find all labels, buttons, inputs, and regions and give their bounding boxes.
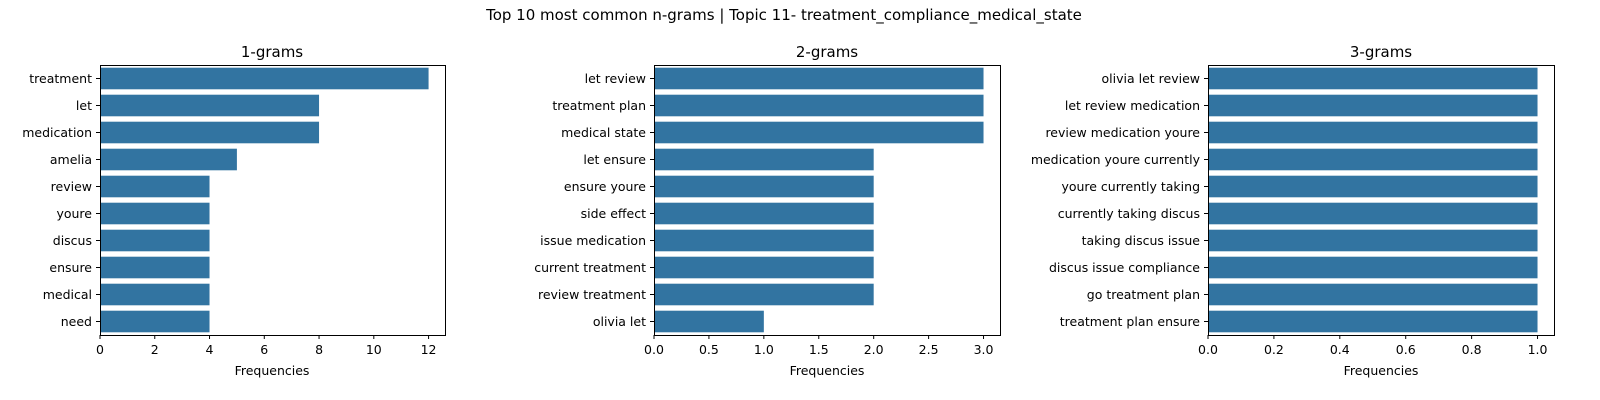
bar bbox=[100, 148, 237, 171]
x-tick-label: 0.8 bbox=[1462, 342, 1482, 357]
bar bbox=[654, 67, 984, 90]
x-tick-label: 1.0 bbox=[1528, 342, 1548, 357]
bar bbox=[654, 175, 874, 198]
y-tick-label: olivia let bbox=[593, 314, 646, 329]
x-tick-label: 0.5 bbox=[699, 342, 719, 357]
bar bbox=[654, 283, 874, 306]
bar bbox=[100, 283, 210, 306]
bars-group: olivia let review let review medication re… bbox=[1031, 67, 1548, 357]
bar bbox=[100, 202, 210, 225]
x-tick-label: 10 bbox=[366, 342, 382, 357]
y-tick-label: ensure youre bbox=[564, 179, 646, 194]
bar bbox=[654, 229, 874, 252]
y-tick-label: taking discus issue bbox=[1082, 233, 1201, 248]
figure-title: Top 10 most common n-grams | Topic 11- t… bbox=[485, 6, 1082, 25]
x-tick-label: 2.5 bbox=[919, 342, 939, 357]
y-tick-label: ensure bbox=[49, 260, 92, 275]
x-tick-label: 1.5 bbox=[809, 342, 829, 357]
bars-group: treatment let medication amelia review youre d… bbox=[22, 67, 437, 357]
bar bbox=[1208, 175, 1538, 198]
bar bbox=[100, 121, 320, 144]
bar bbox=[1208, 283, 1538, 306]
y-tick-label: youre currently taking bbox=[1061, 179, 1200, 194]
y-tick-label: treatment bbox=[29, 71, 92, 86]
y-tick-label: treatment plan bbox=[552, 98, 646, 113]
bar bbox=[1208, 256, 1538, 279]
bar bbox=[654, 121, 984, 144]
y-tick-label: review medication youre bbox=[1045, 125, 1200, 140]
y-tick-label: treatment plan ensure bbox=[1060, 314, 1201, 329]
y-tick-label: let bbox=[76, 98, 92, 113]
x-tick-label: 8 bbox=[315, 342, 323, 357]
chart-title: 2-grams bbox=[796, 43, 858, 61]
x-tick-label: 0.6 bbox=[1396, 342, 1416, 357]
x-tick-label: 6 bbox=[260, 342, 268, 357]
x-axis-label: Frequencies bbox=[790, 363, 865, 378]
x-tick-label: 4 bbox=[206, 342, 214, 357]
axes-frame bbox=[654, 65, 1001, 336]
y-tick-label: let ensure bbox=[583, 152, 646, 167]
x-tick-label: 2 bbox=[151, 342, 159, 357]
bar bbox=[654, 148, 874, 171]
bar bbox=[1208, 148, 1538, 171]
x-tick-label: 1.0 bbox=[754, 342, 774, 357]
bar bbox=[1208, 67, 1538, 90]
chart-1grams: 1-grams treatment let medication amelia revi… bbox=[22, 43, 446, 378]
chart-3grams: 3-grams olivia let review let review medi… bbox=[1031, 43, 1555, 378]
axes-frame bbox=[100, 65, 446, 336]
y-tick-label: medical bbox=[43, 287, 92, 302]
y-tick-label: discus bbox=[53, 233, 92, 248]
y-tick-label: youre bbox=[56, 206, 92, 221]
x-tick-label: 0.4 bbox=[1330, 342, 1350, 357]
y-tick-label: review bbox=[51, 179, 92, 194]
x-tick-label: 3.0 bbox=[974, 342, 994, 357]
x-tick-label: 0.0 bbox=[1198, 342, 1218, 357]
y-tick-label: side effect bbox=[581, 206, 646, 221]
bar bbox=[100, 175, 210, 198]
bar bbox=[100, 256, 210, 279]
y-tick-label: go treatment plan bbox=[1087, 287, 1200, 302]
y-tick-label: medication youre currently bbox=[1031, 152, 1201, 167]
y-tick-label: currently taking discus bbox=[1058, 206, 1200, 221]
chart-2grams: 2-grams let review treatment plan medical … bbox=[534, 43, 1001, 378]
bar bbox=[654, 256, 874, 279]
y-tick-label: amelia bbox=[50, 152, 92, 167]
y-tick-label: issue medication bbox=[540, 233, 646, 248]
x-tick-label: 0.2 bbox=[1264, 342, 1284, 357]
y-tick-label: discus issue compliance bbox=[1049, 260, 1200, 275]
y-tick-label: let review medication bbox=[1065, 98, 1200, 113]
y-tick-label: need bbox=[61, 314, 92, 329]
bar bbox=[1208, 202, 1538, 225]
x-tick-label: 0.0 bbox=[644, 342, 664, 357]
y-tick-label: medical state bbox=[561, 125, 646, 140]
bar bbox=[100, 310, 210, 333]
bar bbox=[1208, 94, 1538, 117]
chart-title: 3-grams bbox=[1350, 43, 1412, 61]
bars-group: let review treatment plan medical state let… bbox=[534, 67, 994, 357]
bar bbox=[654, 94, 984, 117]
y-tick-label: let review bbox=[585, 71, 646, 86]
axes-frame bbox=[1208, 65, 1555, 336]
x-tick-label: 0 bbox=[96, 342, 104, 357]
bar bbox=[100, 67, 429, 90]
x-tick-label: 12 bbox=[421, 342, 437, 357]
y-tick-label: olivia let review bbox=[1102, 71, 1200, 86]
y-tick-label: medication bbox=[22, 125, 92, 140]
y-tick-label: current treatment bbox=[534, 260, 646, 275]
x-axis-label: Frequencies bbox=[235, 363, 310, 378]
x-tick-label: 2.0 bbox=[864, 342, 884, 357]
bar bbox=[100, 229, 210, 252]
x-axis-label: Frequencies bbox=[1344, 363, 1419, 378]
bar bbox=[1208, 310, 1538, 333]
chart-title: 1-grams bbox=[241, 43, 303, 61]
bar bbox=[1208, 229, 1538, 252]
bar bbox=[654, 310, 764, 333]
bar bbox=[100, 94, 320, 117]
y-tick-label: review treatment bbox=[538, 287, 646, 302]
bar bbox=[1208, 121, 1538, 144]
bar bbox=[654, 202, 874, 225]
